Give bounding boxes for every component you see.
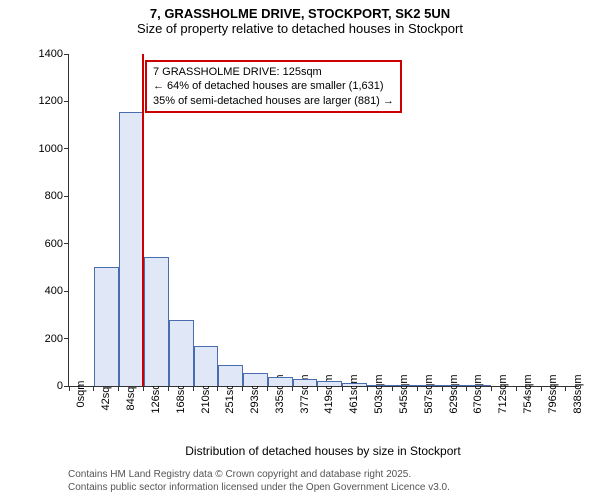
x-tick-mark	[217, 386, 218, 391]
x-tick-mark	[392, 386, 393, 391]
x-tick-mark	[442, 386, 443, 391]
x-tick-label: 0sqm	[73, 381, 87, 408]
histogram-bar	[268, 377, 293, 386]
x-tick-mark	[118, 386, 119, 391]
histogram-bar	[417, 385, 442, 386]
x-tick-label: 461sqm	[346, 374, 360, 413]
x-tick-label: 712sqm	[495, 374, 509, 413]
x-tick-mark	[93, 386, 94, 391]
x-tick-label: 503sqm	[371, 374, 385, 413]
x-tick-mark	[143, 386, 144, 391]
x-tick-label: 838sqm	[570, 374, 584, 413]
y-tick-label: 0	[23, 380, 69, 392]
histogram-bar	[367, 385, 392, 386]
histogram-bar	[169, 320, 194, 386]
y-tick-label: 600	[23, 238, 69, 250]
x-tick-mark	[466, 386, 467, 391]
histogram-bar	[218, 365, 243, 386]
chart-container: 7, GRASSHOLME DRIVE, STOCKPORT, SK2 5UN …	[0, 0, 600, 500]
x-tick-mark	[69, 386, 70, 391]
x-tick-label: 629sqm	[446, 374, 460, 413]
y-tick-label: 1400	[23, 48, 69, 60]
annotation-line: 7 GRASSHOLME DRIVE: 125sqm	[153, 65, 394, 79]
histogram-bar	[466, 385, 491, 386]
histogram-bar	[342, 383, 367, 386]
y-tick-label: 1200	[23, 95, 69, 107]
x-tick-mark	[317, 386, 318, 391]
footer-line1: Contains HM Land Registry data © Crown c…	[68, 468, 450, 481]
histogram-bar	[243, 373, 268, 386]
histogram-bar	[442, 385, 466, 386]
x-tick-label: 796sqm	[545, 374, 559, 413]
footer-text: Contains HM Land Registry data © Crown c…	[68, 468, 450, 494]
y-tick-label: 400	[23, 285, 69, 297]
x-tick-mark	[342, 386, 343, 391]
annotation-line: ← 64% of detached houses are smaller (1,…	[153, 79, 394, 93]
chart-subtitle: Size of property relative to detached ho…	[0, 21, 600, 36]
histogram-bar	[119, 112, 144, 386]
histogram-bar	[293, 379, 318, 386]
x-tick-mark	[242, 386, 243, 391]
x-tick-mark	[292, 386, 293, 391]
x-axis-label: Distribution of detached houses by size …	[68, 444, 578, 458]
x-tick-mark	[168, 386, 169, 391]
y-tick-label: 800	[23, 190, 69, 202]
x-tick-mark	[516, 386, 517, 391]
x-tick-label: 670sqm	[470, 374, 484, 413]
x-tick-mark	[565, 386, 566, 391]
x-tick-mark	[541, 386, 542, 391]
property-marker-line	[142, 54, 144, 386]
x-tick-label: 754sqm	[520, 374, 534, 413]
x-tick-mark	[267, 386, 268, 391]
histogram-bar	[194, 346, 218, 386]
x-tick-mark	[367, 386, 368, 391]
histogram-bar	[94, 267, 119, 386]
x-tick-mark	[193, 386, 194, 391]
footer-line2: Contains public sector information licen…	[68, 481, 450, 494]
x-tick-label: 545sqm	[396, 374, 410, 413]
y-tick-label: 200	[23, 333, 69, 345]
y-tick-label: 1000	[23, 143, 69, 155]
annotation-box: 7 GRASSHOLME DRIVE: 125sqm← 64% of detac…	[145, 60, 402, 113]
histogram-bar	[144, 257, 169, 386]
annotation-line: 35% of semi-detached houses are larger (…	[153, 94, 394, 108]
x-tick-label: 587sqm	[421, 374, 435, 413]
histogram-bar	[392, 385, 417, 386]
chart-title: 7, GRASSHOLME DRIVE, STOCKPORT, SK2 5UN	[0, 0, 600, 21]
histogram-bar	[317, 381, 342, 386]
x-tick-mark	[491, 386, 492, 391]
x-tick-mark	[417, 386, 418, 391]
